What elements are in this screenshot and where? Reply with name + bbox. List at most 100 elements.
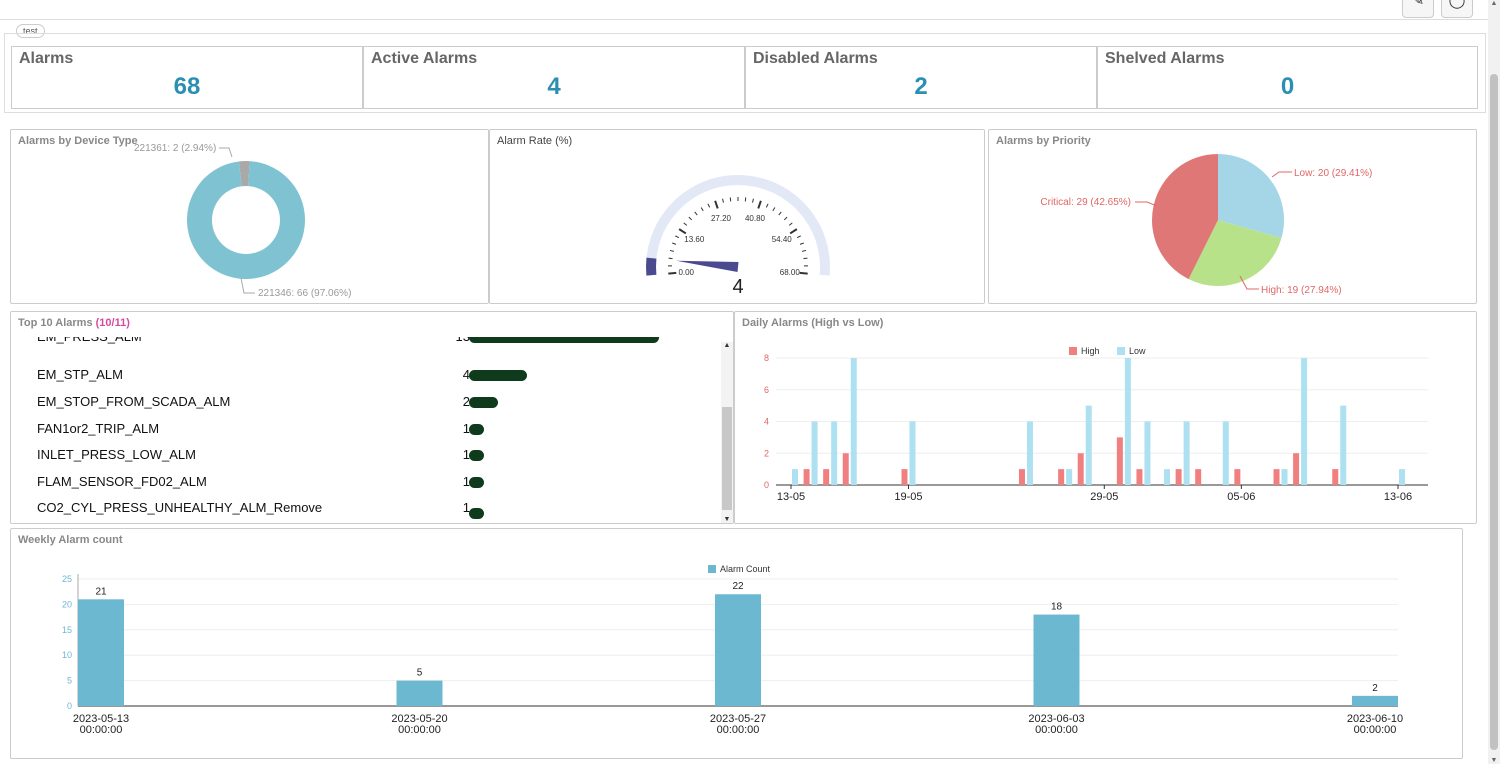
- legend-swatch-low: [1117, 347, 1125, 355]
- alarm-bar: [469, 424, 484, 435]
- daily-bar-low: [1399, 469, 1405, 485]
- scrollbar-thumb[interactable]: [722, 407, 732, 510]
- weekly-bar: [1033, 614, 1080, 706]
- gauge-minor-tick: [675, 235, 680, 239]
- alarm-count: 1: [462, 500, 470, 515]
- legend-swatch: [708, 565, 716, 573]
- slice-leader-line: [1271, 171, 1292, 178]
- gauge-tick-label: 68.00: [780, 268, 801, 277]
- gauge-major-tick: [668, 271, 677, 275]
- slice-leader-line: [1239, 275, 1259, 290]
- device-type-donut-chart: 221361: 2 (2.94%) 221346: 66 (97.06%): [134, 143, 351, 299]
- panel-title: Top 10 Alarms (10/11): [18, 317, 130, 329]
- top10-row[interactable]: INLET_PRESS_LOW_ALM 1: [37, 447, 717, 467]
- x-tick-label: 2023-05-27: [710, 713, 766, 725]
- scroll-down-arrow[interactable]: ▼: [1490, 757, 1498, 764]
- top10-row[interactable]: EM_STP_ALM 4: [37, 367, 717, 387]
- top10-row[interactable]: FLAM_SENSOR_FD02_ALM 1: [37, 474, 717, 494]
- daily-bar-high: [1136, 469, 1143, 485]
- kpi-active-alarms: Active Alarms 4: [363, 46, 745, 109]
- daily-bar-low: [1026, 421, 1033, 485]
- bar-data-label: 21: [95, 586, 107, 597]
- daily-bar-high: [823, 469, 830, 485]
- gauge-minor-tick: [688, 216, 693, 221]
- alarm-name: INLET_PRESS_LOW_ALM: [37, 447, 196, 462]
- bar-data-label: 18: [1051, 602, 1063, 613]
- gauge-major-tick: [714, 200, 719, 209]
- gauge-minor-tick: [683, 222, 688, 226]
- x-tick-label: 29-05: [1090, 491, 1118, 503]
- gauge-minor-tick: [803, 257, 808, 260]
- top10-row[interactable]: CO2_CYL_PRESS_UNHEALTHY_ALM_Remove 1: [37, 500, 717, 520]
- daily-bar-low: [1340, 405, 1347, 485]
- weekly-bar: [1352, 695, 1398, 706]
- scroll-up-arrow[interactable]: ▲: [1490, 0, 1498, 7]
- alarm-bar: [469, 477, 484, 488]
- gauge-minor-tick: [802, 249, 807, 252]
- top10-title: Top 10 Alarms: [18, 317, 93, 329]
- daily-bar-high: [1175, 469, 1182, 485]
- donut-slice: [238, 161, 250, 187]
- x-tick-label: 2023-05-20: [391, 713, 447, 725]
- x-tick-label-time: 00:00:00: [717, 724, 760, 736]
- help-circle-icon[interactable]: ◯: [1441, 0, 1473, 18]
- top10-row[interactable]: FAN1or2_TRIP_ALM 1: [37, 421, 717, 441]
- legend-swatch-high: [1069, 347, 1077, 355]
- gauge-tick-label: 27.20: [711, 214, 732, 223]
- daily-bar-low: [1222, 421, 1229, 485]
- daily-bar-low: [792, 469, 798, 485]
- panel-title: Alarms by Priority: [996, 135, 1091, 147]
- y-tick-label: 5: [67, 676, 72, 686]
- y-tick-label: 4: [764, 417, 769, 427]
- gauge-needle: [676, 260, 739, 272]
- kpi-value: 2: [914, 73, 928, 100]
- top10-scrollbar[interactable]: ▲ ▼: [721, 342, 733, 523]
- y-tick-label: 2: [764, 448, 769, 458]
- alarm-count: 1: [462, 421, 470, 436]
- x-tick-label: 05-06: [1227, 491, 1255, 503]
- x-tick-label: 19-05: [894, 491, 922, 503]
- panel-title: Alarm Rate (%): [497, 135, 573, 147]
- gauge-tick-label: 0.00: [678, 268, 694, 277]
- pie-slice: [1152, 154, 1218, 280]
- weekly-bar: [715, 594, 761, 706]
- daily-bar-high: [901, 469, 908, 485]
- gauge-minor-tick: [707, 203, 711, 208]
- dashboard-tab[interactable]: test: [16, 24, 45, 38]
- alarm-bar: [469, 397, 499, 408]
- daily-bar-high: [1234, 469, 1241, 485]
- legend-label: Low: [1129, 346, 1146, 356]
- alarm-count: 13: [456, 337, 470, 344]
- x-tick-label: 2023-06-03: [1028, 713, 1084, 725]
- alarm-count: 1: [462, 447, 470, 462]
- top10-row[interactable]: EM_STOP_FROM_SCADA_ALM 2: [37, 394, 717, 414]
- alarm-count: 4: [462, 367, 470, 382]
- x-tick-label-time: 00:00:00: [1354, 724, 1397, 736]
- scrollbar-thumb[interactable]: [1490, 74, 1498, 750]
- daily-bar-low: [1281, 469, 1288, 485]
- daily-panel: Daily Alarms (High vs Low) 0 2 4 6 8 13-05 19-…: [734, 311, 1477, 524]
- y-tick-label: 6: [764, 385, 769, 395]
- scroll-down-arrow[interactable]: ▼: [723, 516, 731, 523]
- weekly-bar-chart: 0510152025212023-05-1300:00:0052023-05-2…: [62, 564, 1403, 736]
- slice-leader-line: [240, 277, 255, 294]
- daily-bar-low: [1301, 358, 1308, 485]
- legend-label: High: [1081, 346, 1100, 356]
- gauge-major-tick: [799, 271, 808, 275]
- alarm-name: EM_PRESS_ALM: [37, 337, 142, 344]
- kpi-shelved-alarms: Shelved Alarms 0: [1097, 46, 1478, 109]
- weekly-bar: [396, 680, 443, 706]
- kpi-label: Shelved Alarms: [1105, 50, 1225, 67]
- daily-bar-high: [1293, 453, 1300, 485]
- top10-row[interactable]: EM_PRESS_ALM 13: [37, 337, 717, 349]
- slice-label: High: 19 (27.94%): [1261, 285, 1342, 296]
- gauge-minor-tick: [694, 211, 698, 216]
- scroll-up-arrow[interactable]: ▲: [723, 342, 731, 349]
- page-scrollbar[interactable]: ▲ ▼: [1488, 0, 1500, 764]
- pencil-icon[interactable]: ✎: [1402, 0, 1434, 18]
- top10-list[interactable]: EM_PRESS_ALM 13 EM_STP_ALM 4 EM_STOP_FROM_SC…: [11, 337, 721, 522]
- daily-bar-chart: 0 2 4 6 8 13-05 19-05 29-05 05-06 13-06 High Low: [764, 346, 1428, 503]
- y-tick-label: 10: [62, 650, 72, 660]
- kpi-label: Alarms: [19, 50, 74, 67]
- daily-bar-high: [803, 469, 810, 485]
